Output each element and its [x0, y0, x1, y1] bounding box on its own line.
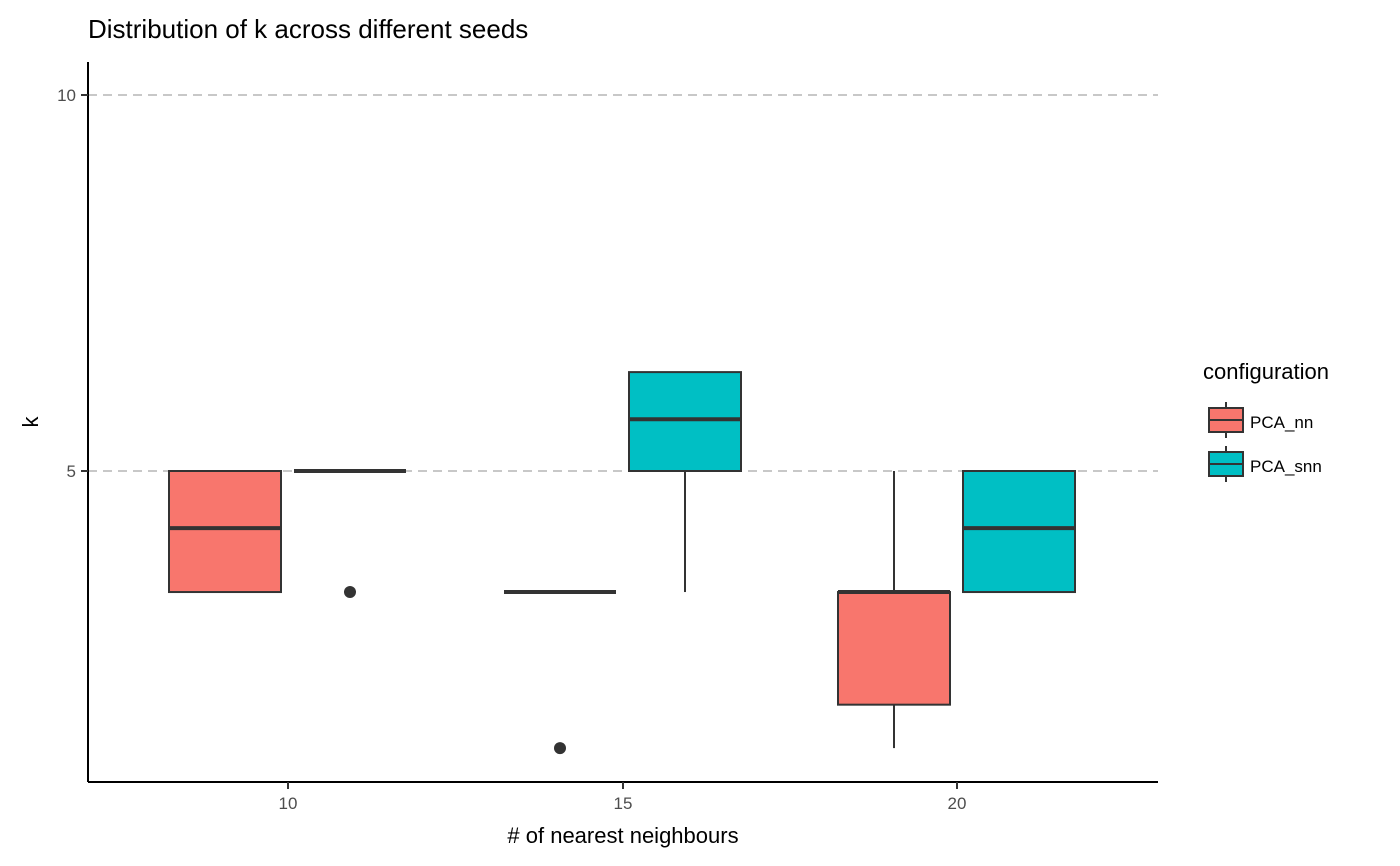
y-axis-label: k: [18, 416, 43, 428]
box-pca-nn: [837, 591, 951, 706]
x-tick-label: 15: [614, 794, 633, 813]
box-pca-snn: [962, 470, 1076, 594]
legend: configuration PCA_nn PCA_snn: [1203, 359, 1329, 482]
y-tick-label: 10: [57, 86, 76, 105]
chart-title: Distribution of k across different seeds: [88, 14, 528, 44]
y-tick-label: 5: [67, 462, 76, 481]
box-pca-nn: [168, 470, 282, 594]
outlier-point: [554, 742, 566, 755]
outlier-point: [344, 586, 356, 599]
x-tick-label: 10: [279, 794, 298, 813]
x-axis-label: # of nearest neighbours: [507, 823, 738, 848]
legend-label-pca-nn: PCA_nn: [1250, 413, 1313, 432]
x-tick-label: 20: [948, 794, 967, 813]
box-pca-snn: [628, 371, 742, 473]
legend-title: configuration: [1203, 359, 1329, 384]
legend-label-pca-snn: PCA_snn: [1250, 457, 1322, 476]
